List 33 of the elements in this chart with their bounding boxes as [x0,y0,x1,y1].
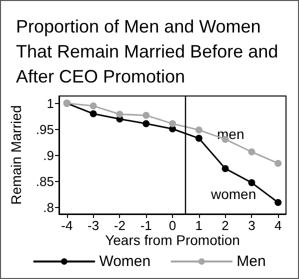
x-tick-label: -3 [88,218,100,233]
point [116,110,124,118]
y-axis-title: Remain Married [8,105,24,205]
point [274,160,282,167]
point [142,120,150,128]
point [195,134,202,142]
x-tick-label: -1 [140,218,152,233]
point [90,110,97,118]
point [90,102,97,110]
legend-label: Men [236,253,266,270]
point [222,165,229,172]
point [248,148,256,156]
chart-title: Proportion of Men and Women That Remain Married Before and After CEO Promotion [16,16,284,86]
x-tick-label: 2 [222,218,229,233]
x-tick-label: 4 [274,218,282,233]
point [142,112,150,119]
x-tick-label: -2 [114,218,126,233]
y-tick-label: 1 [46,96,54,111]
y-tick-label: .95 [36,122,54,137]
y-tick-label: .9 [43,148,54,164]
legend-label: Women [99,253,151,270]
x-tick-label: 3 [248,218,256,233]
annotation: women [210,186,256,202]
x-axis-title: Years from Promotion [105,232,240,248]
x-tick-label: 0 [168,218,176,233]
y-tick-label: .85 [36,174,54,190]
y-tick-label: .8 [43,200,54,216]
x-tick-label: 1 [195,218,203,233]
point [169,120,176,128]
point [195,126,202,134]
x-tick-label: -4 [61,218,73,233]
point [274,199,282,206]
point [248,179,256,186]
